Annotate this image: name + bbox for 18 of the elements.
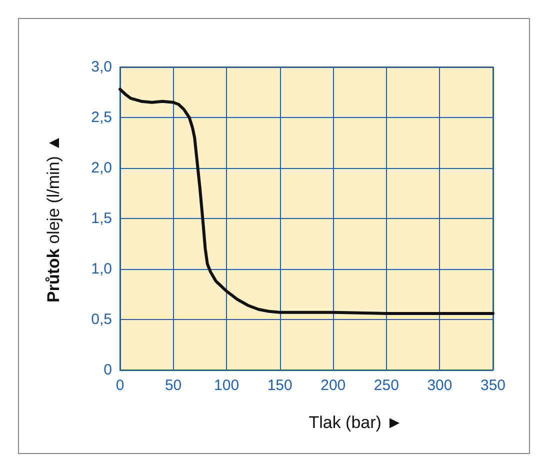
y-tick-label: 0 [104, 362, 112, 378]
x-tick-label: 50 [164, 377, 182, 394]
x-tick-label: 100 [214, 377, 240, 394]
x-tick-label: 250 [374, 377, 399, 394]
x-tick-label: 150 [267, 377, 292, 394]
x-tick-label: 300 [427, 377, 452, 394]
x-tick-label: 200 [320, 377, 346, 394]
y-tick-label: 1,5 [91, 210, 112, 227]
y-tick-label: 2,0 [91, 160, 112, 176]
x-tick-label: 350 [480, 377, 506, 394]
x-tick-label: 0 [116, 377, 124, 394]
line-series [118, 88, 494, 315]
x-axis-title: Tlak (bar) ► [308, 413, 403, 432]
y-tick-label: 0,5 [91, 311, 112, 328]
y-tick-label: 3,0 [91, 58, 112, 76]
y-tick-label: 1,0 [91, 260, 112, 278]
y-axis-title: Průtok oleje (l/min) ▲ [44, 134, 63, 302]
y-tick-label: 2,5 [91, 109, 112, 126]
